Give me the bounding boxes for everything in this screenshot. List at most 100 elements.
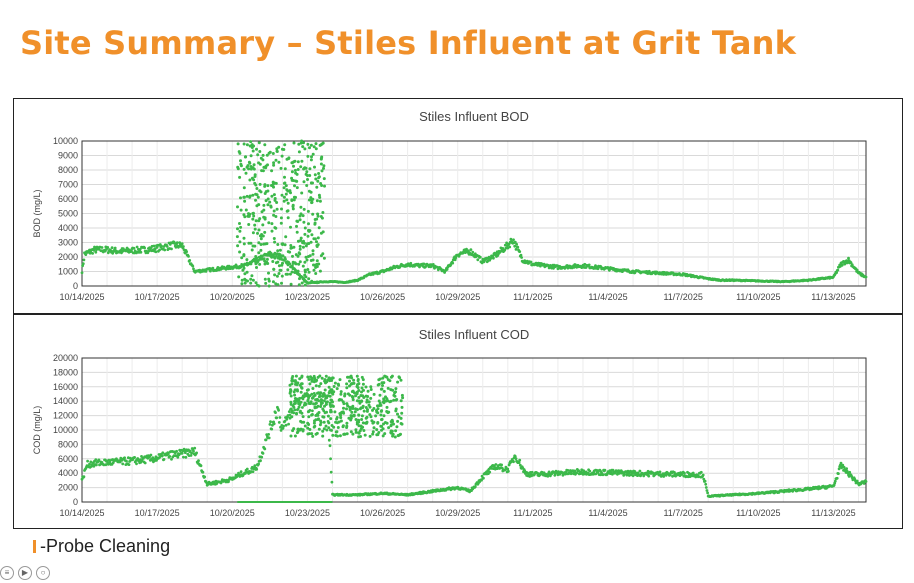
- cod-scatter-point: [378, 393, 382, 397]
- cod-scatter-point: [349, 416, 353, 420]
- cod-scatter-point: [299, 419, 303, 423]
- cod-scatter-point: [354, 407, 357, 411]
- slide-nav-icon[interactable]: ≡: [0, 566, 14, 580]
- cod-scatter-point: [327, 385, 331, 389]
- bod-scatter-point: [286, 250, 290, 254]
- bod-x-tick-label: 10/26/2025: [360, 292, 405, 302]
- cod-y-tick-label: 20000: [53, 353, 78, 363]
- bod-scatter-point: [254, 255, 258, 258]
- bod-scatter-point: [307, 229, 310, 233]
- cod-data-point: [281, 426, 285, 430]
- bod-scatter-point: [255, 266, 258, 269]
- bod-scatter-point: [307, 277, 311, 281]
- cod-scatter-point: [299, 390, 303, 394]
- bod-scatter-point: [321, 252, 325, 256]
- bod-scatter-point: [283, 167, 287, 171]
- bod-scatter-point: [268, 200, 272, 204]
- cod-data-point: [257, 462, 260, 466]
- slide-title: Site Summary – Stiles Influent at Grit T…: [20, 24, 797, 62]
- cod-data-point: [255, 467, 259, 471]
- legend-label: -Probe Cleaning: [40, 536, 171, 556]
- bod-scatter-point: [278, 268, 282, 272]
- bod-scatter-point: [315, 217, 319, 221]
- cod-data-point: [518, 463, 522, 467]
- bod-scatter-point: [270, 169, 274, 173]
- cod-scatter-point: [323, 388, 327, 392]
- cod-scatter-point: [298, 377, 302, 381]
- bod-scatter-point: [242, 142, 246, 146]
- cod-scatter-point: [354, 394, 358, 398]
- cod-scatter-point: [351, 398, 355, 402]
- zoom-icon[interactable]: ○: [36, 566, 50, 580]
- cod-data-point: [566, 469, 570, 472]
- cod-data-point: [329, 457, 332, 461]
- bod-scatter-point: [249, 167, 253, 171]
- bod-scatter-point: [307, 222, 310, 226]
- cod-scatter-point: [298, 396, 302, 400]
- cod-scatter-point: [362, 388, 365, 392]
- cod-scatter-point: [329, 417, 333, 421]
- cod-data-point: [842, 465, 846, 469]
- cod-data-point: [282, 424, 285, 428]
- bod-scatter-point: [250, 143, 254, 147]
- cod-data-point: [135, 462, 138, 466]
- bod-scatter-point: [300, 191, 304, 195]
- bod-scatter-point: [311, 252, 315, 256]
- bod-scatter-point: [316, 214, 320, 218]
- bod-data-point: [130, 249, 133, 253]
- cod-scatter-point: [351, 407, 355, 410]
- bod-scatter-point: [239, 164, 243, 168]
- bod-scatter-point: [238, 175, 242, 179]
- cod-scatter-point: [381, 427, 385, 431]
- bod-data-point: [81, 262, 85, 266]
- cod-scatter-point: [349, 430, 353, 434]
- bod-scatter-point: [304, 255, 308, 259]
- cod-scatter-point: [374, 414, 378, 418]
- camera-icon[interactable]: ▶: [18, 566, 32, 580]
- cod-scatter-point: [323, 404, 326, 408]
- bod-scatter-point: [254, 281, 258, 285]
- bod-data-point: [180, 242, 184, 246]
- cod-scatter-point: [351, 432, 355, 436]
- cod-scatter-point: [380, 424, 384, 428]
- cod-data-point: [190, 451, 194, 455]
- bod-data-point: [513, 244, 517, 248]
- bod-scatter-point: [242, 236, 246, 240]
- cod-scatter-point: [333, 381, 337, 385]
- bod-scatter-point: [258, 182, 262, 186]
- cod-data-point: [546, 474, 550, 478]
- cod-data-point: [183, 451, 187, 454]
- cod-scatter-point: [364, 394, 368, 398]
- bod-scatter-point: [255, 193, 259, 197]
- bod-scatter-point: [254, 183, 258, 187]
- cod-scatter-point: [290, 415, 294, 419]
- bod-scatter-point: [265, 257, 269, 261]
- bod-scatter-point: [271, 280, 275, 284]
- bod-scatter-point: [290, 178, 294, 182]
- cod-data-point: [182, 455, 185, 459]
- bod-scatter-point: [298, 244, 302, 248]
- cod-data-point: [706, 491, 709, 495]
- cod-data-point: [170, 457, 173, 461]
- bod-scatter-point: [261, 223, 265, 227]
- cod-data-point: [488, 470, 492, 474]
- bod-scatter-point: [289, 244, 293, 247]
- cod-scatter-point: [336, 426, 340, 429]
- bod-scatter-point: [298, 218, 302, 222]
- bod-data-point: [422, 262, 426, 266]
- bod-scatter-point: [250, 274, 254, 278]
- bod-plot-border: [81, 140, 867, 287]
- cod-scatter-point: [396, 380, 400, 384]
- cod-data-point: [845, 467, 848, 471]
- cod-scatter-point: [310, 379, 314, 383]
- cod-scatter-point: [300, 382, 303, 386]
- bod-scatter-point: [312, 145, 316, 149]
- cod-data-point: [848, 470, 852, 474]
- cod-scatter-point: [396, 412, 399, 416]
- cod-data-point: [573, 469, 577, 473]
- cod-scatter-point: [397, 375, 401, 379]
- cod-scatter-point: [308, 382, 312, 386]
- bod-data-point: [476, 258, 480, 262]
- cod-scatter-point: [330, 390, 333, 394]
- bod-data-point: [182, 245, 185, 248]
